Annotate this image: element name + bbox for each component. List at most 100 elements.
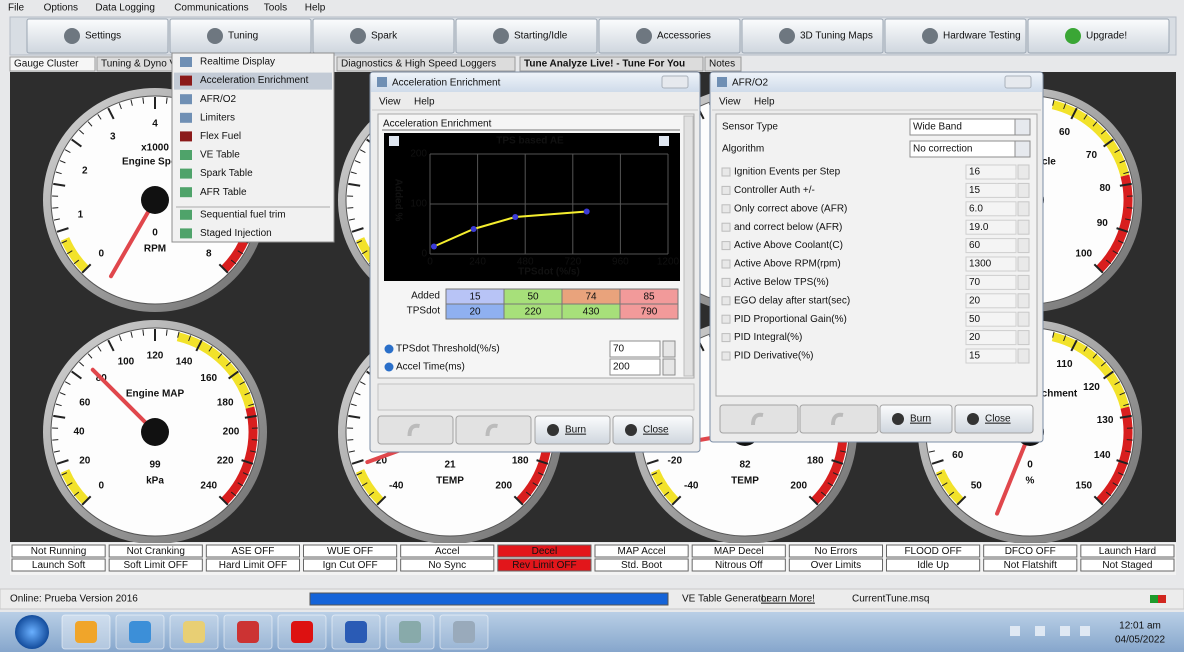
toolbar-label[interactable]: Starting/Idle — [514, 31, 568, 42]
gauge-tick-label: 50 — [971, 480, 983, 491]
menu-item[interactable]: Data Logging — [95, 3, 154, 14]
menu-item[interactable]: Tools — [264, 3, 287, 14]
toolbar-label[interactable]: Settings — [85, 31, 121, 42]
gauge-tick-label: 1 — [78, 209, 84, 220]
data-point — [584, 209, 590, 215]
gauge-tick-label: 20 — [79, 456, 91, 467]
button-icon — [967, 413, 979, 425]
gauge-tick — [143, 330, 144, 336]
tab-label[interactable]: Notes — [709, 59, 735, 70]
select-value[interactable]: No correction — [913, 144, 972, 155]
menu-item[interactable]: Help — [305, 3, 326, 14]
dialog-button[interactable] — [800, 405, 878, 433]
indicator-label: Ign Cut OFF — [323, 560, 378, 571]
y-tick-label: 100 — [410, 199, 427, 210]
menu-item[interactable]: Limiters — [200, 112, 235, 123]
checkbox — [722, 352, 730, 360]
help-icon — [385, 363, 394, 372]
indicator-label: MAP Decel — [714, 546, 764, 557]
menu-icon — [180, 169, 192, 179]
dialog-close[interactable] — [1005, 76, 1031, 88]
toolbar-label[interactable]: Hardware Testing — [943, 31, 1021, 42]
gauge-tick-label: 220 — [217, 456, 234, 467]
button-icon — [547, 424, 559, 436]
spinner[interactable] — [663, 359, 675, 375]
gauge-value: 0 — [1027, 460, 1033, 471]
tab-label[interactable]: Tune Analyze Live! - Tune For You — [524, 59, 685, 70]
dialog-button[interactable] — [720, 405, 798, 433]
button-label[interactable]: Burn — [910, 414, 931, 425]
checkbox — [722, 186, 730, 194]
indicator-label: Not Running — [31, 546, 87, 557]
dialog-footer — [378, 384, 694, 410]
dialog-menu-item[interactable]: Help — [414, 97, 435, 108]
table-cell-value: 20 — [469, 307, 481, 318]
menu-item[interactable]: Communications — [174, 3, 248, 14]
menu-item[interactable]: Sequential fuel trim — [200, 209, 286, 220]
gauge-hub — [141, 418, 169, 446]
dialog-menu-item[interactable]: Help — [754, 97, 775, 108]
field-value-disabled: 19.0 — [969, 222, 989, 233]
field-label-disabled: Active Above RPM(rpm) — [734, 259, 841, 270]
app-icon — [75, 621, 97, 643]
checkbox — [722, 205, 730, 213]
gauge-tick-label: 240 — [200, 480, 217, 491]
menu-item[interactable]: AFR Table — [200, 187, 247, 198]
start-button[interactable] — [15, 615, 49, 649]
checkbox — [722, 315, 730, 323]
menu-item[interactable]: Realtime Display — [200, 57, 275, 68]
menu-item[interactable]: Staged Injection — [200, 228, 272, 239]
field-value-disabled: 16 — [969, 167, 981, 178]
tab-label[interactable]: Gauge Cluster — [14, 59, 79, 70]
y-tick-label: 0 — [421, 249, 427, 260]
menu-icon — [180, 228, 192, 238]
toolbar-label[interactable]: 3D Tuning Maps — [800, 31, 873, 42]
gauge-tick — [166, 330, 167, 336]
select-arrow[interactable] — [1015, 141, 1030, 157]
field-value[interactable]: 70 — [613, 344, 625, 355]
menu-item[interactable]: VE Table — [200, 150, 240, 161]
indicator-label: Launch Hard — [1099, 546, 1156, 557]
dialog-button[interactable] — [456, 416, 531, 444]
button-label[interactable]: Burn — [565, 425, 586, 436]
gauge-tick-label: 200 — [223, 427, 240, 438]
indicator-label: Not Flatshift — [1004, 560, 1058, 571]
tab-label[interactable]: Diagnostics & High Speed Loggers — [341, 59, 496, 70]
checkbox — [722, 278, 730, 286]
menu-item[interactable]: File — [8, 3, 25, 14]
dialog-menu-item[interactable]: View — [379, 97, 401, 108]
toolbar-label[interactable]: Spark — [371, 31, 398, 42]
menu-item[interactable]: Flex Fuel — [200, 131, 241, 142]
menu-item[interactable]: Options — [44, 3, 78, 14]
menu-item[interactable]: Acceleration Enrichment — [200, 75, 309, 86]
chart-button — [659, 136, 669, 146]
tray-icon — [1035, 626, 1045, 636]
button-label[interactable]: Close — [985, 414, 1011, 425]
dialog-close[interactable] — [662, 76, 688, 88]
field-value[interactable]: 200 — [613, 362, 630, 373]
table-cell-value: 85 — [643, 292, 655, 303]
dialog-button[interactable] — [378, 416, 453, 444]
toolbar-label[interactable]: Tuning — [228, 31, 258, 42]
field-label-disabled: Ignition Events per Step — [734, 167, 841, 178]
gauge-tick-label: 120 — [147, 351, 164, 362]
dialog-menu-item[interactable]: View — [719, 97, 741, 108]
gauge-tick-label: 160 — [200, 373, 217, 384]
gauge-tick-label: 110 — [1056, 359, 1073, 370]
toolbar-label[interactable]: Upgrade! — [1086, 31, 1127, 42]
button-label[interactable]: Close — [643, 425, 669, 436]
spinner — [1018, 312, 1029, 326]
indicator-label: Idle Up — [917, 560, 949, 571]
menu-item[interactable]: Spark Table — [200, 168, 253, 179]
select-arrow[interactable] — [1015, 119, 1030, 135]
spinner — [1018, 349, 1029, 363]
indicator-label: WUE OFF — [327, 546, 373, 557]
status-link[interactable]: Learn More! — [761, 594, 815, 605]
toolbar-label[interactable]: Accessories — [657, 31, 711, 42]
spinner — [1018, 202, 1029, 216]
spinner[interactable] — [663, 341, 675, 357]
menu-item[interactable]: AFR/O2 — [200, 94, 237, 105]
select-value[interactable]: Wide Band — [913, 122, 962, 133]
gauge-tick-label: 200 — [495, 480, 512, 491]
spinner — [1018, 220, 1029, 234]
